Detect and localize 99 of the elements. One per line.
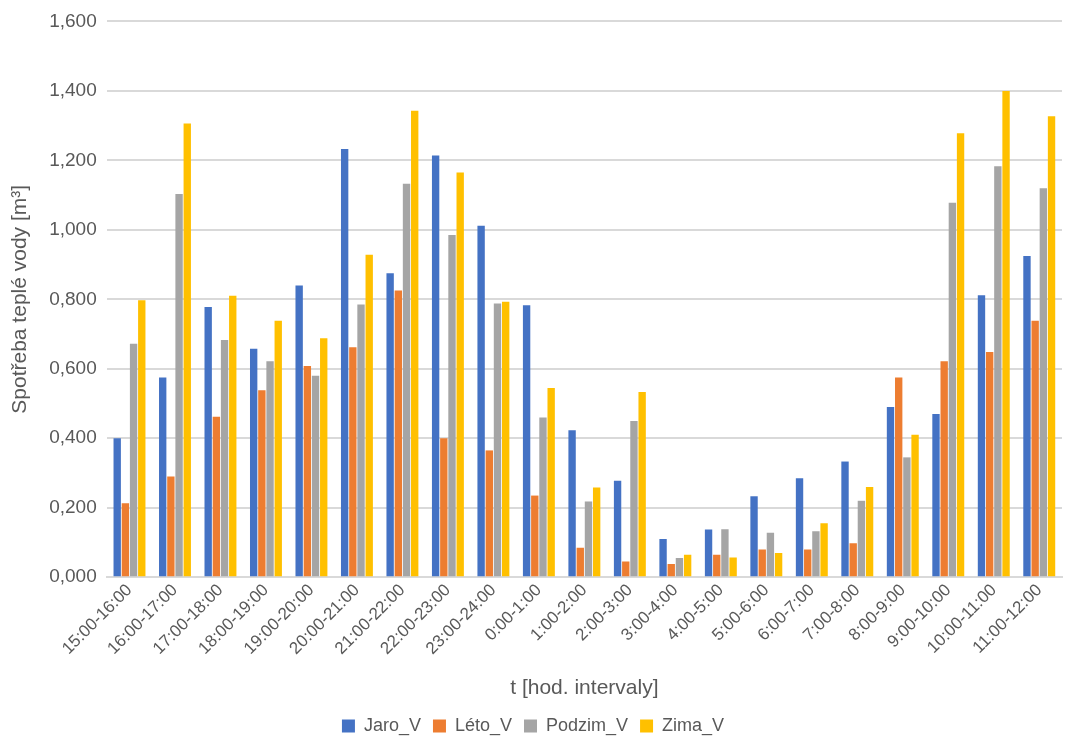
bar (440, 438, 448, 577)
bar (630, 420, 638, 577)
bar (1002, 90, 1010, 577)
bar (448, 235, 456, 577)
y-tick-label: 0,400 (49, 426, 97, 448)
bar (311, 375, 320, 577)
bar (812, 531, 820, 577)
bar (204, 306, 212, 577)
legend-label: Léto_V (454, 714, 513, 736)
bar (349, 347, 357, 577)
bar (485, 450, 493, 577)
legend-label: Zima_V (662, 714, 725, 736)
bar (956, 133, 965, 577)
bar (477, 225, 485, 577)
bar (865, 486, 874, 577)
bar (729, 557, 737, 577)
bar (750, 496, 758, 577)
bar (774, 552, 783, 577)
bar (713, 554, 721, 577)
bar (932, 413, 940, 577)
bar (220, 339, 229, 577)
y-tick-label: 0,000 (49, 565, 97, 587)
legend-label: Jaro_V (363, 714, 421, 736)
bar (212, 416, 221, 577)
bar (320, 338, 328, 577)
y-axis-title: Spotřeba teplé vody [m³] (7, 184, 31, 414)
bar (683, 554, 692, 577)
bar (229, 295, 237, 577)
bar (365, 254, 373, 577)
bar (994, 166, 1002, 577)
bar (886, 406, 895, 577)
bar (903, 457, 911, 577)
bar (386, 273, 394, 577)
bar (456, 172, 464, 577)
y-tick-label: 0,200 (49, 495, 97, 517)
bar (357, 304, 365, 577)
bar (431, 155, 440, 577)
bar (249, 348, 258, 577)
bar (1047, 116, 1056, 577)
bar (804, 549, 812, 577)
bar (493, 303, 502, 577)
bar (576, 547, 584, 577)
bar (584, 501, 593, 577)
bar (303, 366, 312, 577)
y-tick-label: 1,400 (49, 79, 97, 101)
bar (977, 295, 986, 577)
bar (411, 110, 419, 577)
bar (531, 495, 539, 577)
bar (1039, 188, 1048, 577)
bar (592, 487, 601, 577)
bar (402, 183, 411, 577)
bar (622, 561, 630, 577)
bar (183, 123, 191, 577)
bar (522, 305, 531, 577)
bar (721, 529, 729, 577)
bar (895, 377, 903, 577)
bar (857, 500, 866, 577)
bar (704, 529, 713, 577)
bar (1023, 255, 1031, 577)
bar (758, 549, 766, 577)
bar (340, 148, 349, 577)
bar (121, 503, 130, 577)
bar (258, 390, 266, 577)
bar (940, 361, 948, 577)
bar (613, 480, 622, 577)
y-tick-label: 1,200 (49, 148, 97, 170)
bar (948, 202, 957, 577)
x-axis-title: t [hod. intervaly] (510, 675, 659, 699)
bar (539, 417, 547, 577)
bar (175, 194, 183, 577)
bar (820, 523, 828, 577)
bar (795, 478, 804, 577)
bar (138, 300, 146, 577)
bar (841, 461, 849, 577)
bar (638, 392, 646, 577)
legend-label: Podzim_V (546, 714, 629, 736)
bar (274, 320, 282, 577)
y-tick-label: 1,600 (49, 9, 97, 31)
bar (911, 434, 919, 577)
bar (766, 532, 775, 577)
bar (568, 430, 576, 577)
bar (547, 387, 555, 577)
bar (266, 361, 274, 577)
bar (1031, 320, 1039, 577)
bar (849, 543, 857, 577)
bar (129, 343, 138, 577)
bar (394, 290, 403, 577)
bar (667, 564, 675, 577)
bar (659, 539, 667, 577)
y-tick-label: 0,800 (49, 287, 97, 309)
bar (167, 476, 175, 577)
bar (501, 301, 510, 577)
bar (295, 285, 303, 577)
y-tick-label: 0,600 (49, 357, 97, 379)
bar (985, 352, 994, 577)
bar (113, 438, 121, 577)
y-tick-label: 1,000 (49, 218, 97, 240)
bar (159, 377, 167, 577)
bar (675, 558, 684, 577)
